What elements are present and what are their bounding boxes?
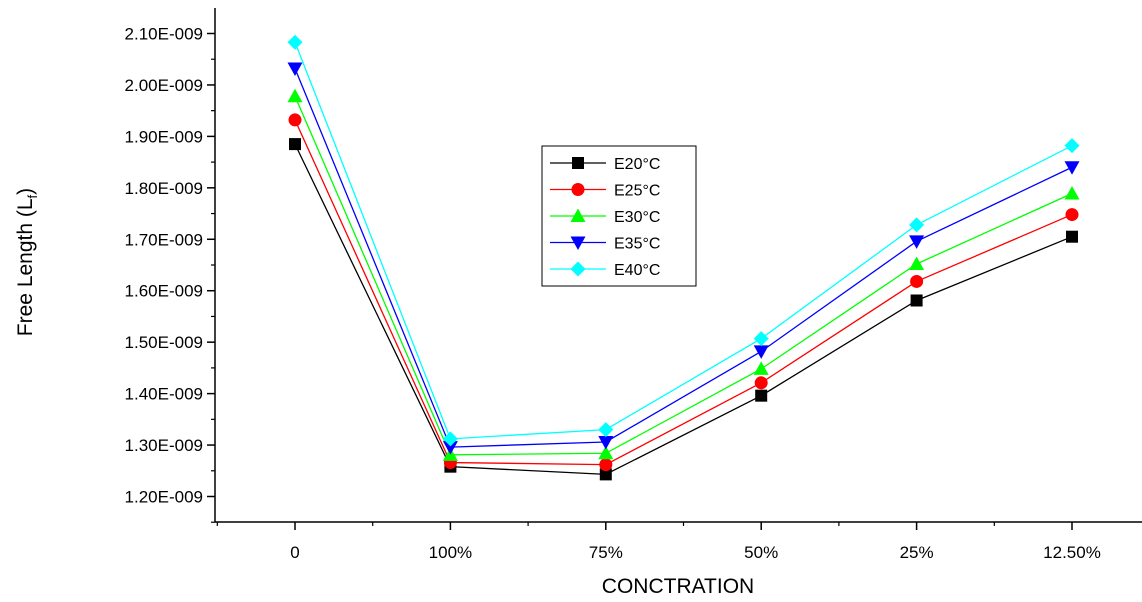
data-point [287, 34, 303, 50]
data-point [442, 441, 458, 455]
legend-marker [571, 183, 585, 196]
y-axis-title: Free Length (Lf) [14, 188, 40, 336]
y-tick-label: 1.80E-009 [125, 179, 203, 198]
series-line [294, 42, 1073, 440]
x-tick-label: 12.50% [1043, 543, 1101, 562]
legend-label: E20°C [614, 156, 660, 173]
data-point [909, 256, 925, 270]
data-point [1064, 185, 1080, 200]
y-axis-title-main: Free Length (L [14, 198, 37, 336]
legend-marker [570, 208, 586, 222]
y-tick-label: 1.70E-009 [125, 230, 203, 249]
legend-label: E40°C [614, 262, 660, 279]
y-tick-label: 1.30E-009 [125, 436, 203, 455]
y-tick-label: 2.00E-009 [125, 76, 203, 95]
x-axis-title: CONCTRATION [602, 575, 754, 598]
y-axis-title-close: ) [14, 188, 37, 195]
data-point [442, 431, 458, 447]
series-line [294, 143, 1073, 476]
data-point [909, 235, 925, 249]
x-ticks: 0 100% 75% 50% 25% 12.50% [216, 522, 1101, 562]
data-point [910, 274, 924, 288]
legend: E20°C E25°C E30°C E35°C E40°C [541, 145, 697, 287]
data-point [754, 376, 768, 390]
data-point [1066, 230, 1078, 243]
series-lines [294, 42, 1073, 476]
data-point [753, 345, 769, 359]
y-tick-label: 1.60E-009 [125, 282, 203, 301]
data-point [599, 468, 612, 481]
y-tick-label: 1.90E-009 [125, 127, 203, 146]
data-point [910, 294, 923, 307]
x-tick-label: 0 [290, 543, 299, 562]
y-tick-label: 1.20E-009 [125, 488, 203, 507]
data-point [753, 361, 769, 375]
legend-label: E35°C [614, 236, 660, 253]
legend-marker [572, 157, 584, 169]
data-point [753, 331, 769, 347]
data-point [1064, 161, 1080, 175]
x-tick-label: 25% [900, 543, 934, 562]
x-tick-label: 75% [589, 543, 623, 562]
data-point [287, 62, 303, 76]
legend-label: E25°C [614, 183, 660, 200]
data-point [287, 88, 303, 103]
legend-marker [570, 236, 586, 250]
y-tick-label: 1.40E-009 [125, 385, 203, 404]
series-line [294, 68, 1073, 448]
legend-marker [570, 261, 586, 277]
data-point [598, 422, 614, 438]
data-point [289, 138, 301, 151]
data-point [1064, 138, 1080, 154]
x-tick-label: 100% [429, 543, 472, 562]
data-point [909, 217, 925, 233]
y-ticks: 1.20E-009 1.30E-009 1.40E-009 1.50E-009 1.60… [125, 25, 215, 523]
data-point [288, 113, 302, 127]
data-point [755, 389, 768, 402]
x-tick-label: 50% [744, 543, 778, 562]
data-point [1065, 208, 1079, 222]
data-point [599, 458, 613, 472]
data-point [598, 435, 614, 450]
y-axis-title-subscript: f [25, 194, 40, 198]
series-line [294, 96, 1073, 456]
y-tick-label: 2.10E-009 [125, 25, 203, 44]
y-tick-label: 1.50E-009 [125, 333, 203, 352]
legend-label: E30°C [614, 209, 660, 226]
data-point [598, 445, 614, 460]
series-line [294, 119, 1073, 466]
series-markers [287, 34, 1080, 481]
